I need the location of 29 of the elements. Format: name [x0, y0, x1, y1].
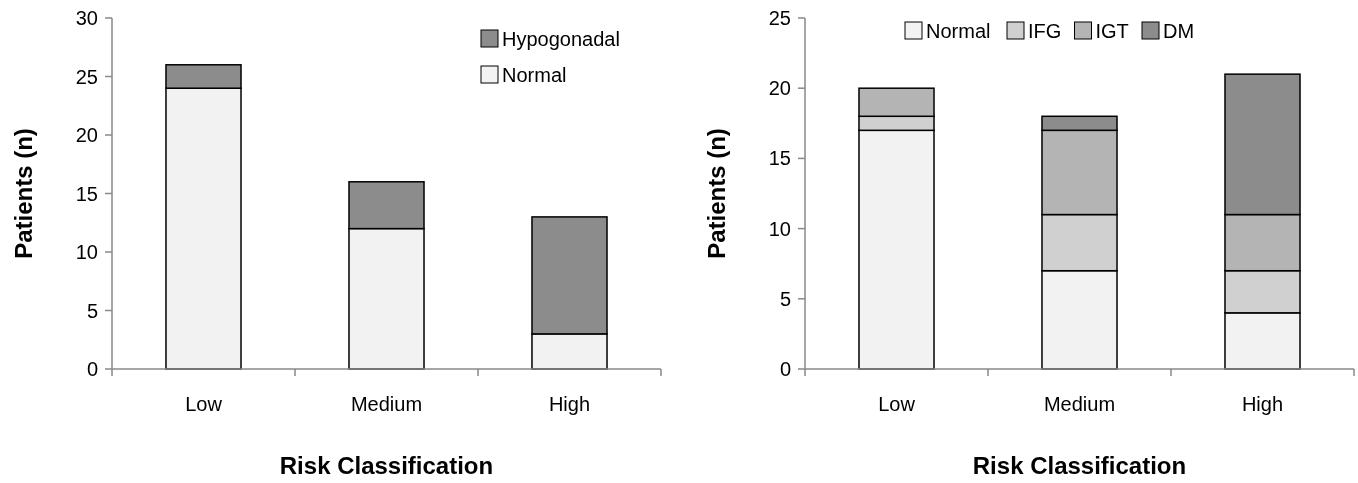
- y-tick-label: 25: [75, 65, 98, 88]
- y-tick-label: 30: [75, 7, 98, 29]
- legend-label: IGT: [1095, 20, 1129, 42]
- y-tick-label: 10: [768, 217, 791, 240]
- x-tick-label: Medium: [1043, 393, 1116, 415]
- legend-label: Normal: [502, 64, 567, 86]
- legend-label: Hypogonadal: [502, 28, 620, 50]
- x-tick-label: Low: [878, 393, 916, 415]
- y-tick-label: 0: [86, 358, 98, 380]
- x-tick-label: Medium: [350, 393, 423, 415]
- y-tick-label: 20: [75, 124, 98, 146]
- x-axis-title: Risk Classification: [279, 452, 494, 479]
- x-tick-label: High: [1241, 393, 1284, 415]
- y-tick-label: 5: [86, 299, 98, 322]
- x-axis-title: Risk Classification: [972, 452, 1187, 479]
- x-tick-label: Low: [185, 393, 223, 415]
- legend-label: Normal: [926, 20, 991, 42]
- legend-label: IFG: [1028, 20, 1062, 42]
- y-axis-title: Patients (n): [10, 128, 37, 259]
- y-tick-label: 0: [779, 358, 791, 380]
- legend-label: DM: [1163, 20, 1195, 42]
- y-tick-label: 15: [768, 147, 791, 170]
- y-tick-label: 25: [768, 7, 791, 29]
- y-tick-label: 20: [768, 77, 791, 100]
- y-axis-title: Patients (n): [703, 128, 730, 259]
- y-tick-label: 10: [75, 241, 98, 263]
- x-tick-label: High: [548, 393, 591, 415]
- y-tick-label: 5: [779, 287, 791, 310]
- y-tick-label: 15: [75, 182, 98, 205]
